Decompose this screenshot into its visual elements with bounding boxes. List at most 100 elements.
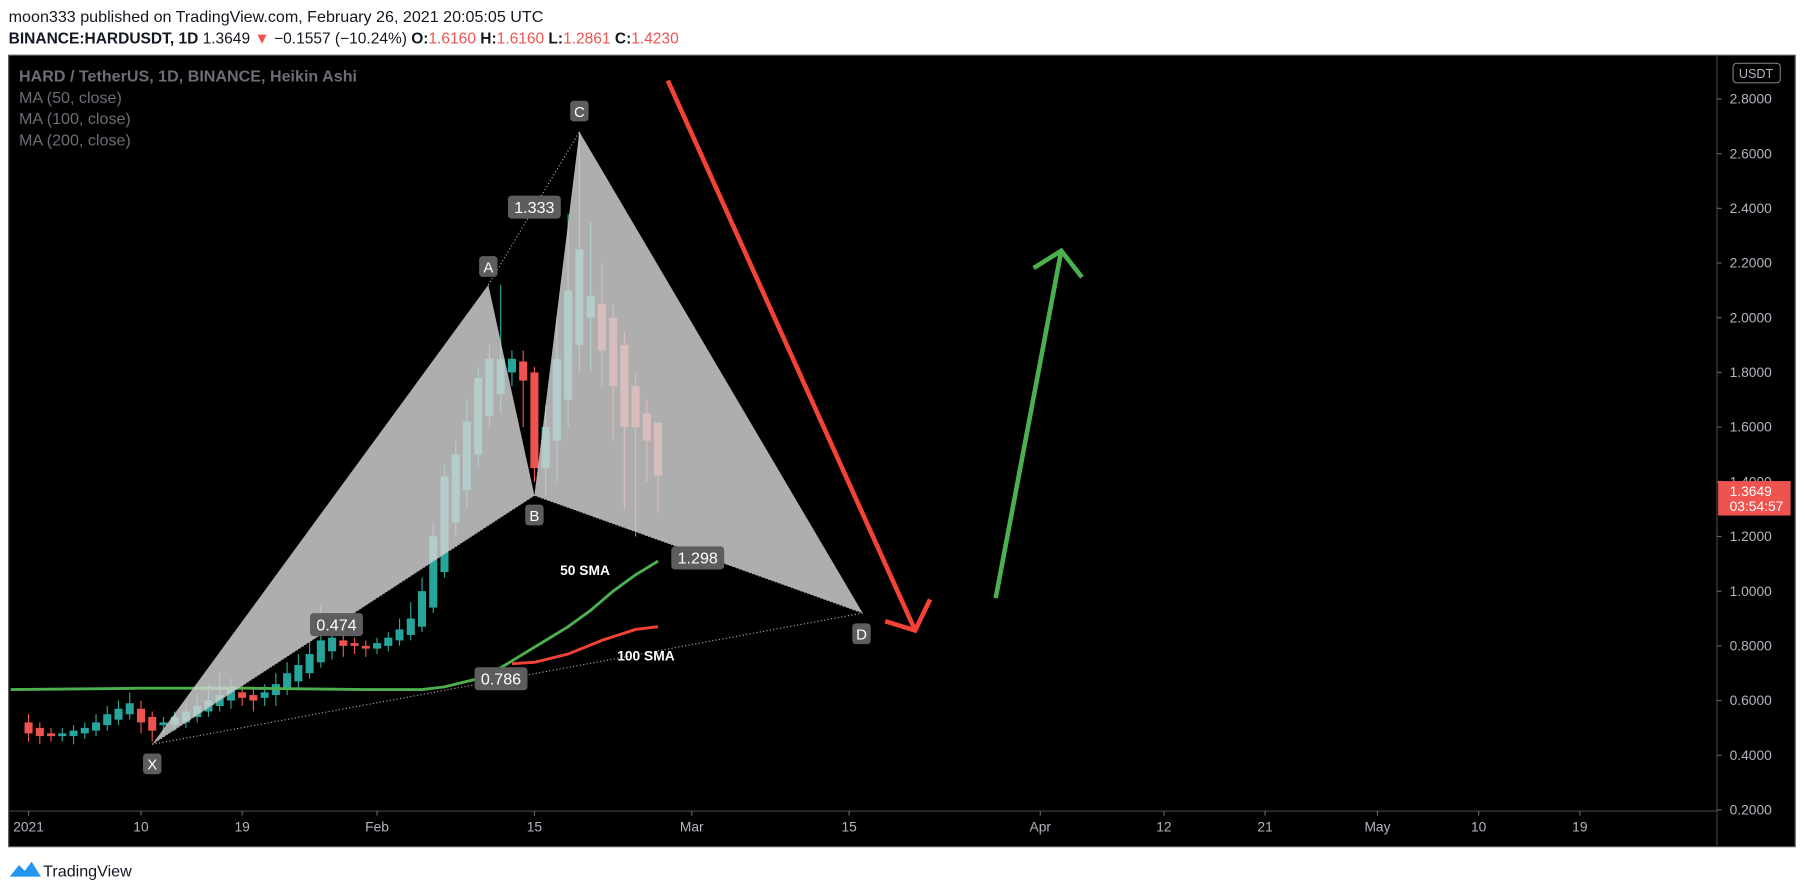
x-tick-label: 19 [234, 820, 250, 835]
point-label: X [147, 757, 157, 774]
candle-body [530, 372, 539, 469]
arrow: ▼ [254, 31, 269, 48]
candle-body [417, 591, 427, 627]
footer-logo: TradingView [9, 861, 132, 881]
candle-body [58, 733, 67, 737]
ma-annotation: 100 SMA [617, 648, 675, 663]
l-value: 1.2861 [563, 31, 610, 48]
x-tick-label: 15 [841, 820, 857, 835]
candle-body [429, 536, 438, 608]
ma-line [511, 625, 659, 666]
y-tick-label: 2.8000 [1730, 92, 1773, 107]
y-tick-label: 0.6000 [1730, 693, 1773, 708]
ratio-label: 1.298 [678, 550, 718, 568]
published-line: moon333 published on TradingView.com, Fe… [9, 8, 544, 26]
y-tick-label: 2.6000 [1730, 146, 1773, 161]
candle-body [350, 643, 359, 646]
y-tick-label: 2.4000 [1730, 201, 1773, 216]
x-tick-label: Mar [680, 820, 704, 835]
x-tick-label: 10 [1471, 820, 1487, 835]
x-tick-label: Apr [1030, 820, 1052, 835]
ma-annotation: 50 SMA [560, 563, 610, 578]
red-arrow [665, 79, 933, 634]
point-label-box [570, 100, 589, 122]
y-tick-label: 2.0000 [1730, 310, 1773, 325]
candle-body [148, 716, 157, 731]
point-label: D [856, 627, 867, 644]
candle-body [260, 692, 269, 698]
candle-body [519, 361, 528, 381]
pattern-dotted [534, 494, 863, 614]
candle-body [24, 722, 33, 734]
ratio-box [507, 195, 561, 219]
candle-body [226, 689, 235, 701]
x-tick-label: 19 [1572, 820, 1588, 835]
green-arrow [993, 247, 1084, 599]
candle-body [80, 727, 89, 734]
y-tick-label: 1.8000 [1730, 365, 1773, 380]
candle-body [114, 708, 123, 720]
y-tick-label: 0.8000 [1730, 638, 1773, 653]
candle-body [125, 703, 134, 715]
candle-body [305, 654, 314, 674]
o-value: 1.6160 [428, 31, 476, 48]
ratio-label: 1.333 [514, 199, 554, 217]
candle-body [91, 722, 101, 731]
y-tick-label: 1.2000 [1730, 529, 1773, 544]
l-label: L: [548, 31, 563, 48]
candle-body [361, 645, 370, 649]
x-tick-label: 15 [527, 820, 543, 835]
y-tick-label: 1.0000 [1730, 584, 1773, 599]
legend-entry: MA (50, close) [19, 89, 122, 107]
y-tick-label: 0.2000 [1730, 803, 1773, 818]
point-label: B [529, 508, 539, 525]
ratio-label: 0.474 [316, 616, 356, 634]
last: 1.3649 [203, 31, 250, 48]
harmonic-pattern: X A B C D 0.474 1.333 1.298 0.786 [143, 100, 871, 775]
price-tag-countdown: 03:54:57 [1730, 499, 1784, 514]
ratio-box [671, 546, 725, 570]
candle-body [159, 722, 168, 726]
ratio-box [310, 613, 363, 637]
legend-entry: MA (200, close) [19, 132, 131, 150]
candle-body [294, 665, 303, 682]
h-label: H: [480, 31, 496, 48]
candle-body [136, 708, 146, 723]
price-tag-box [1718, 481, 1791, 516]
unit-box [1732, 62, 1781, 84]
x-tick-label: May [1364, 820, 1390, 835]
chart-frame [8, 54, 1796, 848]
candle-body [283, 673, 292, 690]
c-label: C: [615, 31, 631, 48]
y-tick-label: 2.2000 [1730, 256, 1773, 271]
c-value: 1.4230 [631, 31, 679, 48]
point-label-box [852, 623, 871, 645]
o-label: O: [411, 31, 428, 48]
price-tag-value: 1.3649 [1730, 484, 1773, 499]
ohlc-line: BINANCE:HARDUSDT, 1D 1.3649 ▼ −0.1557 (−… [9, 31, 679, 48]
point-label-box [143, 753, 162, 775]
brand: TradingView [43, 863, 132, 881]
pattern-fill [152, 284, 535, 745]
point-label-box [479, 256, 498, 277]
point-label-box [525, 504, 544, 526]
candle-body [249, 695, 258, 701]
y-tick-label: 1.6000 [1730, 420, 1773, 435]
candle-body [35, 727, 44, 737]
x-tick-label: 10 [133, 820, 149, 835]
candle-body [69, 730, 78, 737]
legend-entry: MA (100, close) [19, 110, 131, 128]
y-axis-unit: USDT [1739, 67, 1774, 81]
y-tick-label: 0.4000 [1730, 748, 1773, 763]
candle-body [507, 358, 516, 373]
ratio-label: 0.786 [481, 670, 521, 688]
candle-body [339, 640, 348, 646]
x-tick-label: 12 [1156, 820, 1171, 835]
pattern-dotted [487, 131, 580, 286]
candle-body [238, 692, 247, 698]
candle-body [47, 733, 56, 737]
candle-body [406, 618, 415, 635]
legend-entry: HARD / TetherUS, 1D, BINANCE, Heikin Ash… [19, 68, 357, 86]
